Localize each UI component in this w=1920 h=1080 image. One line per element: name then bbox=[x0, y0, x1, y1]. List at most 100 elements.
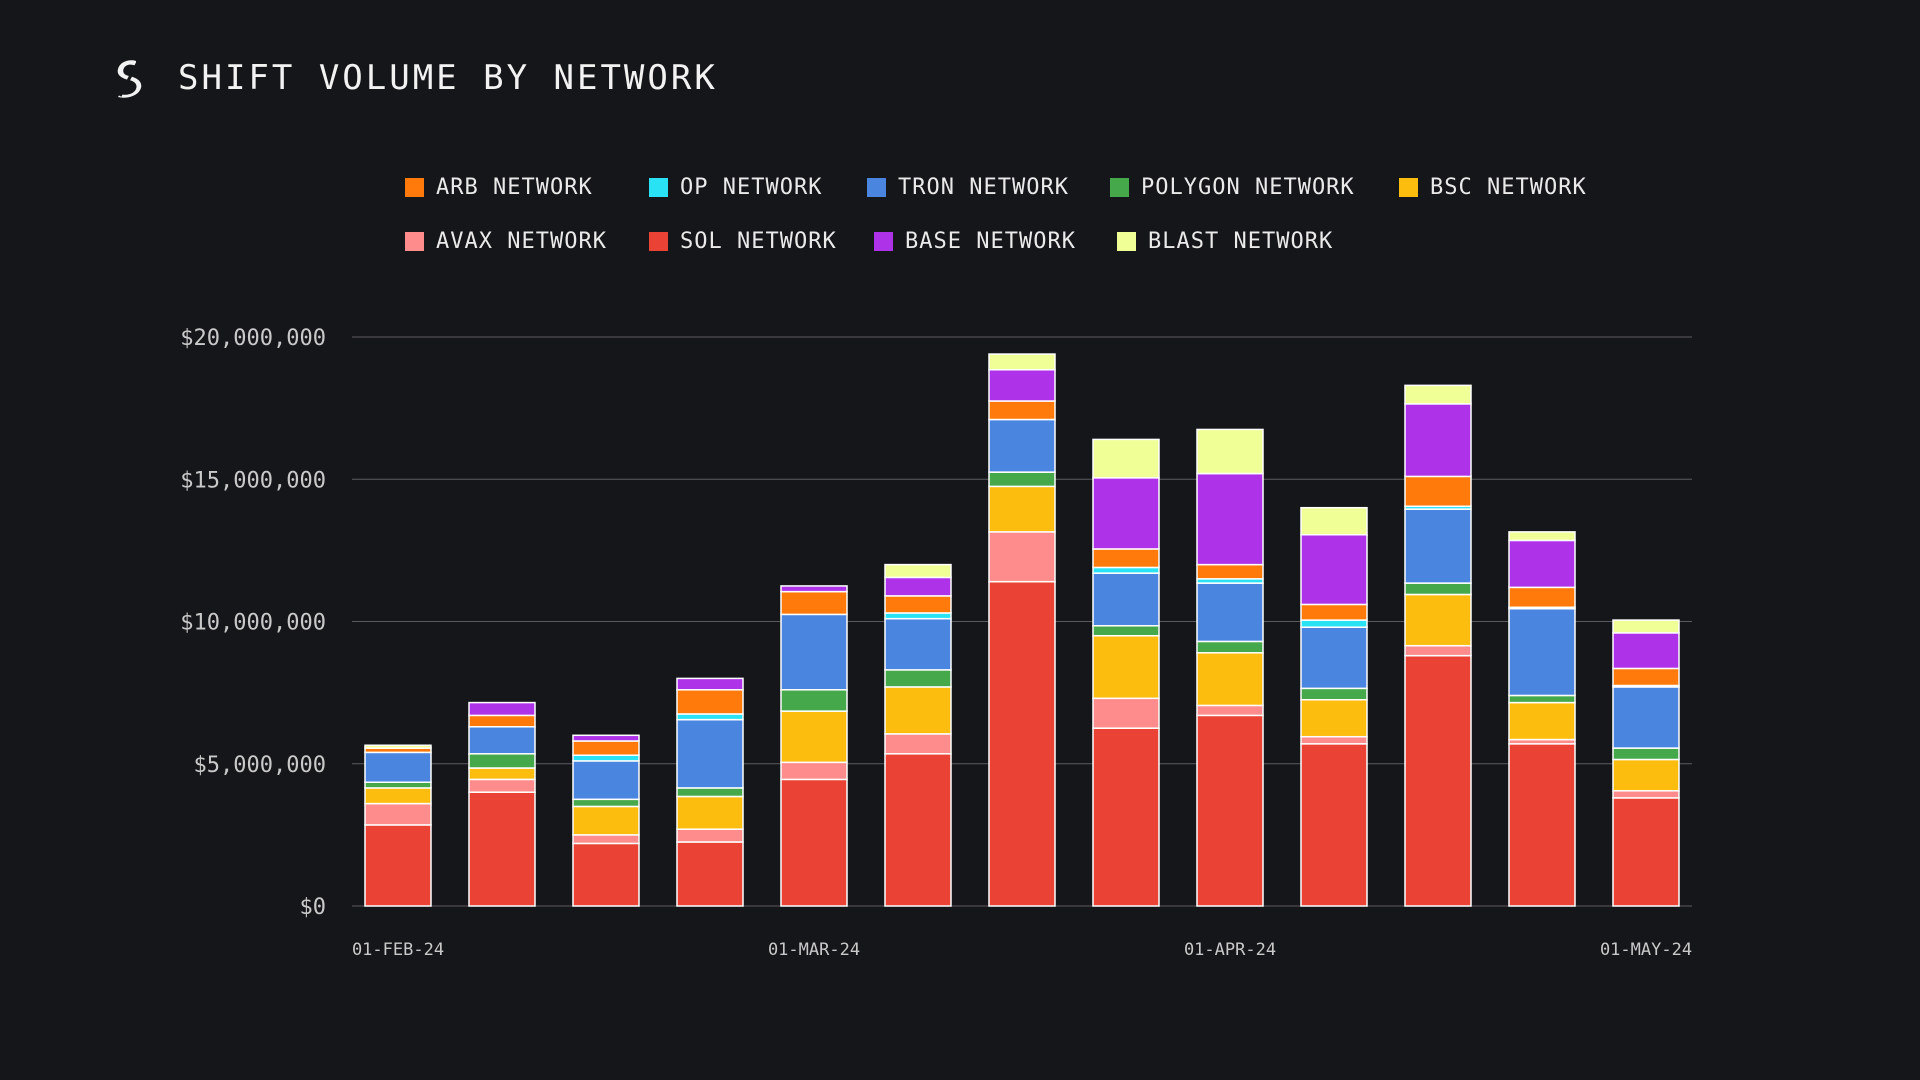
bar-segment bbox=[1612, 619, 1680, 634]
bar-segment bbox=[1196, 582, 1264, 643]
bar-segment bbox=[1300, 506, 1368, 536]
bar-segment bbox=[1092, 566, 1160, 574]
bar-segment bbox=[1092, 697, 1160, 729]
bar-stack bbox=[1196, 428, 1264, 907]
bar-segment bbox=[468, 767, 536, 781]
legend-item-sol[interactable]: SOL NETWORK bbox=[649, 229, 844, 254]
bar-segment bbox=[572, 842, 640, 907]
bar-stack bbox=[1404, 384, 1472, 907]
bar-segment bbox=[884, 733, 952, 755]
legend-item-base[interactable]: BASE NETWORK bbox=[874, 229, 1087, 254]
bar-segment bbox=[988, 400, 1056, 421]
legend-item-arb[interactable]: ARB NETWORK bbox=[405, 175, 619, 200]
bar-segment bbox=[1612, 747, 1680, 761]
bar-segment bbox=[780, 590, 848, 616]
bar-segment bbox=[884, 612, 952, 620]
bar-segment bbox=[1092, 438, 1160, 479]
legend-label: BSC NETWORK bbox=[1430, 174, 1587, 200]
bar-segment bbox=[988, 531, 1056, 583]
bar-segment bbox=[1612, 758, 1680, 792]
bar-segment bbox=[1404, 644, 1472, 657]
legend-label: BLAST NETWORK bbox=[1148, 228, 1334, 254]
page-title: SHIFT VOLUME BY NETWORK bbox=[178, 58, 718, 98]
bar-segment bbox=[572, 798, 640, 808]
bar-segment bbox=[468, 791, 536, 907]
bar-segment bbox=[1300, 698, 1368, 738]
bar-segment bbox=[884, 576, 952, 597]
y-tick-label: $10,000,000 bbox=[180, 611, 326, 636]
bar-segment bbox=[1404, 654, 1472, 907]
legend-item-tron[interactable]: TRON NETWORK bbox=[867, 175, 1080, 200]
y-tick-label: $20,000,000 bbox=[180, 326, 326, 351]
bar-segment bbox=[780, 613, 848, 691]
legend-swatch bbox=[1117, 231, 1136, 251]
bar-segment bbox=[1612, 686, 1680, 749]
y-tick-label: $0 bbox=[300, 895, 327, 920]
bar-segment bbox=[676, 718, 744, 789]
legend-item-polygon[interactable]: POLYGON NETWORK bbox=[1110, 175, 1369, 200]
bar-segment bbox=[1300, 626, 1368, 690]
bar-segment bbox=[676, 828, 744, 843]
chart-header: SHIFT VOLUME BY NETWORK bbox=[112, 58, 718, 98]
bar-segment bbox=[1404, 582, 1472, 596]
bar-segment bbox=[364, 781, 432, 789]
bar-segment bbox=[1300, 533, 1368, 606]
bar-segment bbox=[572, 760, 640, 801]
legend-item-op[interactable]: OP NETWORK bbox=[649, 175, 837, 200]
bar-segment bbox=[364, 744, 432, 749]
bar-segment bbox=[364, 751, 432, 783]
bar-segment bbox=[1508, 701, 1576, 741]
legend-label: ARB NETWORK bbox=[436, 174, 593, 200]
bar-segment bbox=[1300, 687, 1368, 701]
bar-segment bbox=[572, 734, 640, 742]
legend-label: OP NETWORK bbox=[680, 174, 823, 200]
bar-segment bbox=[468, 778, 536, 793]
bar-segment bbox=[780, 761, 848, 781]
x-tick-label: 01-MAY-24 bbox=[1600, 940, 1692, 960]
bar-segment bbox=[988, 353, 1056, 371]
legend-label: TRON NETWORK bbox=[898, 174, 1069, 200]
bar-segment bbox=[988, 368, 1056, 402]
bar-segment bbox=[468, 726, 536, 755]
bar-stack bbox=[780, 585, 848, 907]
bar-segment bbox=[988, 580, 1056, 907]
legend-row: AVAX NETWORK SOL NETWORK BASE NETWORK BL… bbox=[405, 214, 1705, 268]
legend-label: SOL NETWORK bbox=[680, 228, 837, 254]
legend-item-bsc[interactable]: BSC NETWORK bbox=[1399, 175, 1587, 200]
bar-segment bbox=[1300, 619, 1368, 628]
bar-segment bbox=[1196, 704, 1264, 717]
bar-segment bbox=[1092, 634, 1160, 700]
bar-stack bbox=[1300, 506, 1368, 907]
legend-swatch bbox=[649, 231, 668, 251]
legend-swatch bbox=[874, 231, 893, 251]
sideshift-logo-icon bbox=[117, 59, 142, 98]
bar-segment bbox=[364, 787, 432, 805]
bar-segment bbox=[1508, 539, 1576, 589]
bar-segment bbox=[1196, 563, 1264, 580]
bar-segment bbox=[988, 471, 1056, 488]
bar-segment bbox=[1508, 531, 1576, 542]
bar-segment bbox=[884, 563, 952, 579]
bar-segment bbox=[468, 753, 536, 769]
bar-segment bbox=[468, 714, 536, 728]
legend-item-blast[interactable]: BLAST NETWORK bbox=[1117, 229, 1333, 254]
bar-segment bbox=[884, 669, 952, 688]
legend-swatch bbox=[649, 177, 668, 197]
legend-label: POLYGON NETWORK bbox=[1141, 174, 1355, 200]
bar-stack bbox=[1612, 619, 1680, 907]
bar-segment bbox=[780, 778, 848, 907]
legend-swatch bbox=[405, 231, 424, 251]
bar-segment bbox=[1612, 667, 1680, 687]
legend-swatch bbox=[867, 177, 886, 197]
legend-label: AVAX NETWORK bbox=[436, 228, 607, 254]
bar-stack bbox=[572, 734, 640, 907]
bar-segment bbox=[1300, 735, 1368, 745]
bar-segment bbox=[1508, 743, 1576, 907]
bar-segment bbox=[1300, 743, 1368, 907]
bar-stack bbox=[468, 701, 536, 907]
x-tick-label: 01-MAR-24 bbox=[768, 940, 860, 960]
legend-item-avax[interactable]: AVAX NETWORK bbox=[405, 229, 619, 254]
legend-swatch bbox=[1110, 177, 1129, 197]
chart-legend: ARB NETWORK OP NETWORK TRON NETWORK POLY… bbox=[405, 160, 1705, 268]
